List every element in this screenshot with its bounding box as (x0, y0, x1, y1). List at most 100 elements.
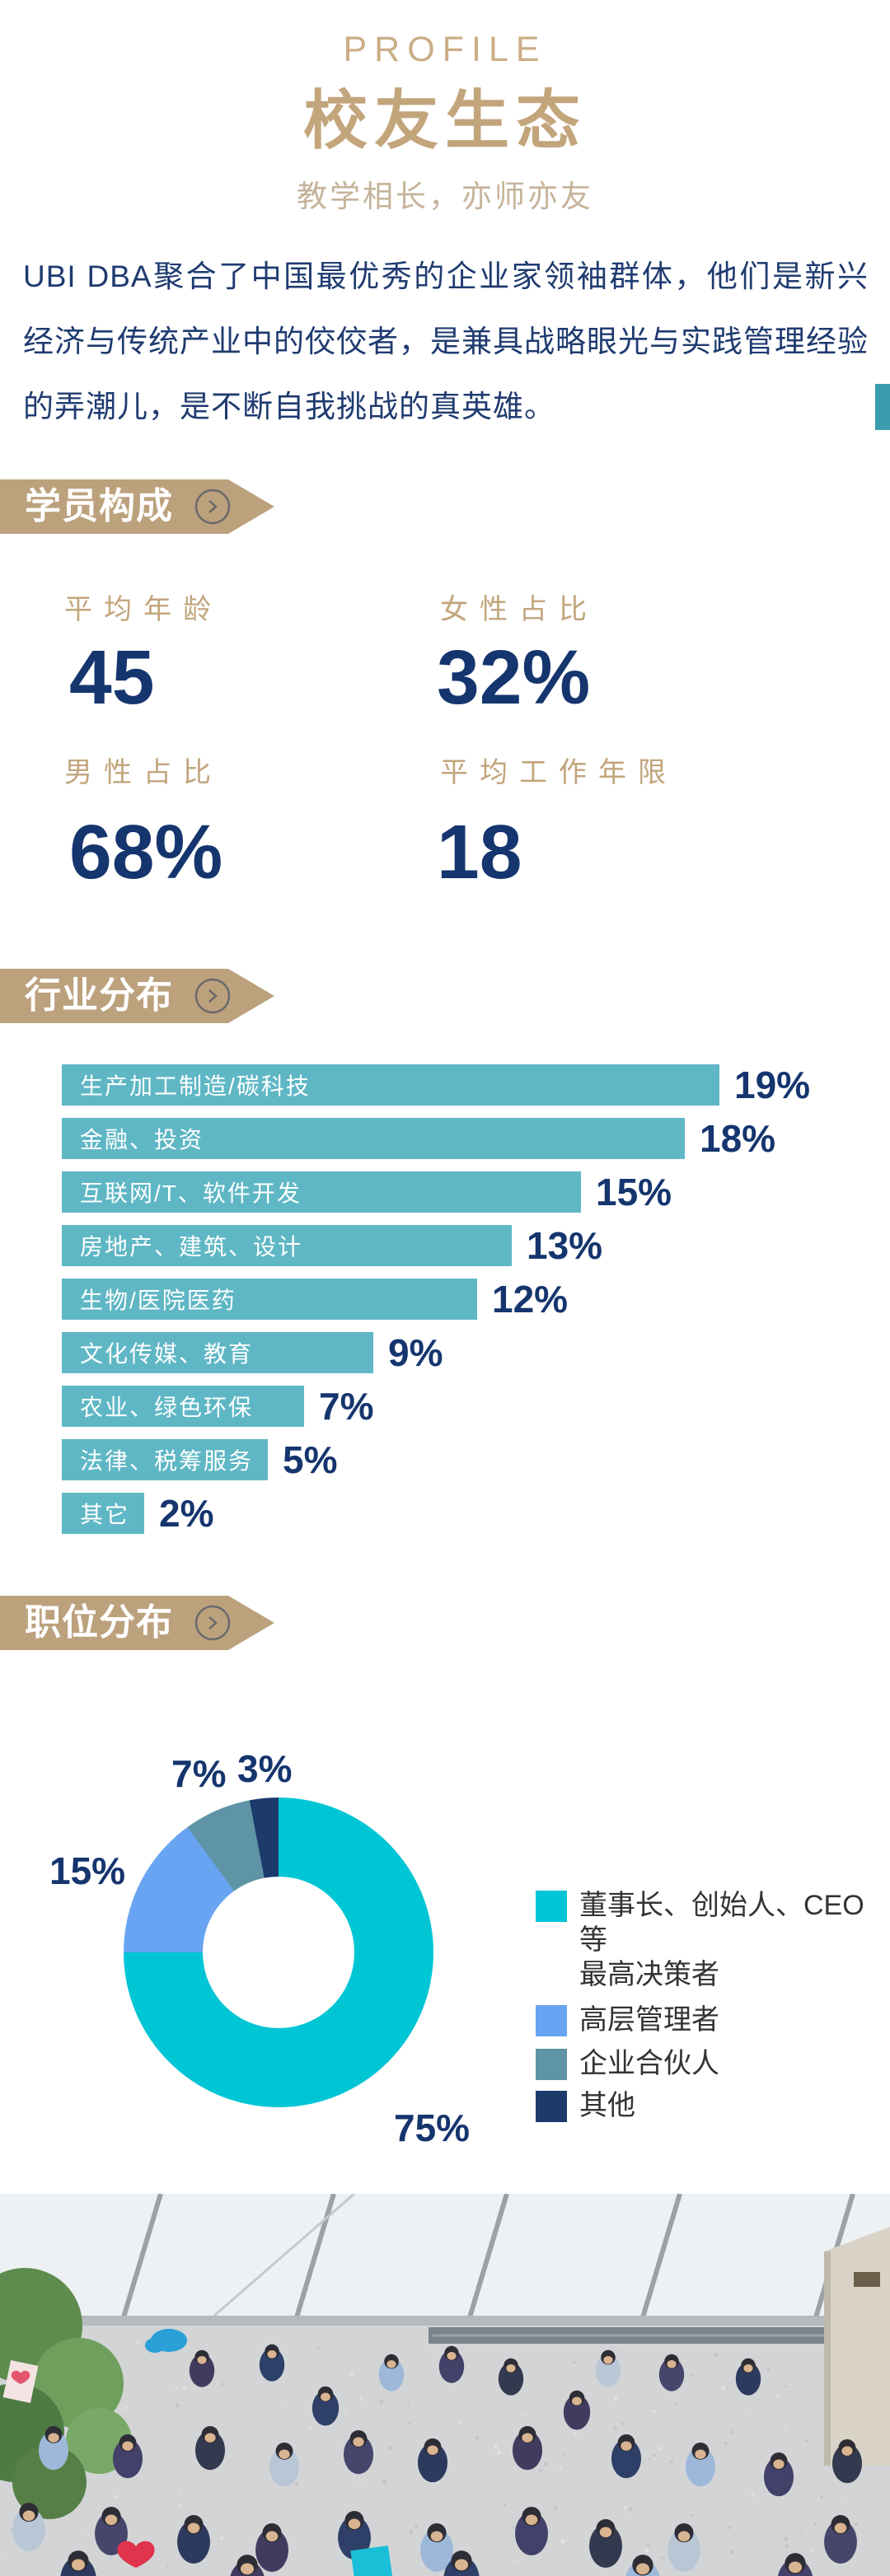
industry-bar-value: 15% (596, 1171, 672, 1213)
section-header-position: 职位分布 (0, 1596, 297, 1650)
industry-bar-value: 9% (388, 1331, 443, 1374)
legend-label: 企业合伙人 (579, 2048, 719, 2079)
person-figure (194, 2425, 226, 2471)
legend-swatch-navy (536, 2091, 567, 2122)
legend-label: 董事长、创始人、CEO等 最高决策者 (579, 1890, 864, 1990)
person-figure (563, 2390, 591, 2430)
industry-bar: 法律、税筹服务 (62, 1439, 269, 1480)
donut-label-75: 75% (394, 2106, 471, 2149)
donut-label-3: 3% (237, 1747, 293, 1790)
industry-bar-category: 其它 (80, 1502, 130, 1527)
industry-bar-category: 农业、绿色环保 (80, 1395, 254, 1420)
ribbon-arrow-shape (0, 479, 274, 534)
person-figure (189, 2349, 215, 2387)
page-title: 校友生态 (302, 84, 587, 157)
person-figure (420, 2523, 453, 2572)
position-donut-chart (124, 1798, 433, 2107)
person-figure (438, 2345, 465, 2383)
person-figure (312, 2386, 340, 2426)
eyebrow-profile: PROFILE (343, 30, 547, 69)
legend-swatch-blue (536, 2005, 567, 2036)
donut-legend: 董事长、创始人、CEO等 最高决策者 高层管理者 企业合伙人 其他 (536, 1888, 865, 2123)
industry-bar-row: 生物/医院医药 12% (62, 1278, 878, 1321)
industry-bar-value: 18% (700, 1117, 776, 1160)
person-figure (611, 2433, 642, 2479)
legend-item-ceo: 董事长、创始人、CEO等 最高决策者 (536, 1888, 865, 1992)
person-figure (177, 2515, 210, 2564)
legend-label: 其他 (579, 2090, 635, 2121)
person-figure (589, 2519, 622, 2568)
person-figure (443, 2550, 480, 2576)
chevron-circle-icon (194, 489, 231, 525)
stat-value-female-ratio: 32% (437, 634, 591, 720)
stat-label-avg-work-years: 平均工作年限 (440, 757, 677, 788)
industry-bar: 其它 (62, 1493, 145, 1534)
chevron-right-icon (208, 989, 218, 1003)
industry-bar: 金融、投资 (62, 1118, 685, 1159)
industry-bar: 生产加工制造/碳科技 (62, 1064, 719, 1106)
industry-bar-value: 7% (319, 1385, 374, 1428)
person-figure (658, 2354, 685, 2391)
ribbon-arrow-shape (0, 1596, 274, 1650)
person-figure (515, 2507, 548, 2555)
legend-item-senior-manager: 高层管理者 (536, 2003, 865, 2037)
industry-bar-category: 房地产、建筑、设计 (80, 1234, 303, 1260)
ribbon-label: 行业分布 (25, 975, 173, 1016)
industry-bar: 文化传媒、教育 (62, 1332, 373, 1373)
person-figure (343, 2429, 374, 2475)
industry-bar-category: 互联网/T、软件开发 (80, 1180, 302, 1206)
person-figure (112, 2433, 143, 2479)
industry-bar: 互联网/T、软件开发 (62, 1171, 581, 1213)
person-figure (60, 2550, 96, 2576)
stat-value-male-ratio: 68% (69, 809, 223, 895)
person-figure (777, 2553, 813, 2576)
chevron-circle-icon (194, 1605, 231, 1641)
legend-label: 高层管理者 (579, 2004, 719, 2036)
person-figure (685, 2442, 716, 2487)
industry-bar-value: 19% (734, 1064, 811, 1106)
industry-bar-row: 其它 2% (62, 1492, 878, 1535)
ribbon-label: 学员构成 (25, 486, 173, 526)
person-figure (417, 2438, 448, 2483)
industry-bar-row: 农业、绿色环保 7% (62, 1385, 878, 1428)
person-figure (625, 2555, 660, 2576)
person-figure (230, 2555, 265, 2576)
person-figure (498, 2358, 524, 2396)
ribbon-arrow-shape (0, 969, 274, 1023)
person-figure (668, 2523, 700, 2572)
industry-bar-category: 文化传媒、教育 (80, 1341, 254, 1367)
person-figure (735, 2358, 761, 2396)
person-figure (12, 2503, 45, 2551)
legend-swatch-cyan (536, 1891, 567, 1922)
industry-bar-value: 12% (492, 1278, 569, 1321)
industry-bar-row: 生产加工制造/碳科技 19% (62, 1064, 878, 1106)
section-header-students: 学员构成 (0, 479, 297, 534)
industry-bar-row: 文化传媒、教育 9% (62, 1331, 878, 1374)
page-subtitle: 教学相长，亦师亦友 (297, 180, 593, 213)
chevron-right-icon (208, 1616, 218, 1629)
industry-bar-category: 生物/医院医药 (80, 1288, 237, 1313)
industry-bar-row: 互联网/T、软件开发 15% (62, 1171, 878, 1213)
person-figure (338, 2511, 371, 2560)
stat-value-avg-age: 45 (69, 634, 155, 720)
industry-bar: 生物/医院医药 (62, 1279, 477, 1320)
legend-item-other: 其他 (536, 2088, 865, 2123)
stat-label-male-ratio: 男性占比 (64, 757, 222, 788)
person-figure (512, 2425, 543, 2471)
industry-bar-value: 13% (527, 1224, 603, 1267)
donut-label-15: 15% (49, 1849, 126, 1892)
alumni-group-photo (0, 2194, 890, 2576)
person-figure (831, 2438, 863, 2484)
person-figure (255, 2523, 288, 2572)
legend-item-partner: 企业合伙人 (536, 2046, 865, 2081)
person-figure (378, 2354, 405, 2391)
industry-bar: 房地产、建筑、设计 (62, 1225, 512, 1266)
ribbon-label: 职位分布 (25, 1602, 173, 1643)
chevron-circle-icon (194, 978, 231, 1014)
industry-bar-category: 生产加工制造/碳科技 (80, 1073, 311, 1099)
industry-bar-value: 5% (283, 1438, 338, 1481)
chevron-right-icon (208, 500, 218, 513)
industry-bar-chart: 生产加工制造/碳科技 19% 金融、投资 18% 互联网/T、软件开发 15% 房地产、建筑… (62, 1064, 878, 1546)
teal-accent-strip (875, 384, 890, 430)
